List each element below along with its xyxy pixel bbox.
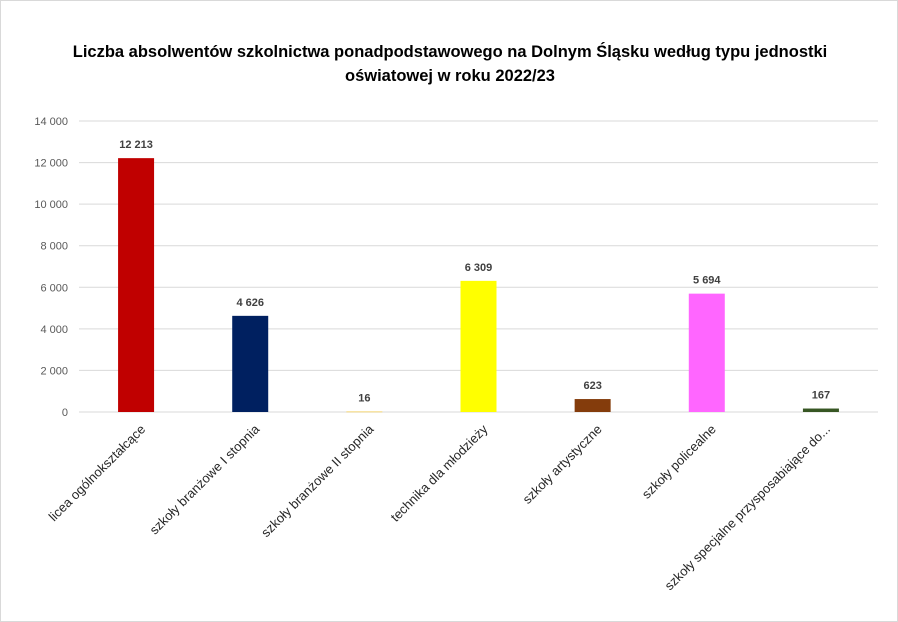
y-tick-label: 2 000: [40, 365, 68, 377]
x-tick-label: szkoły branżowe II stopnia: [258, 421, 377, 540]
y-tick-label: 12 000: [34, 158, 68, 170]
bar: [802, 408, 839, 412]
x-tick-label: licea ogólnokształcące: [46, 422, 149, 525]
bar: [118, 158, 155, 412]
data-label: 12 213: [119, 139, 153, 151]
data-label: 167: [812, 390, 830, 402]
bar: [688, 293, 725, 412]
data-label: 5 694: [693, 275, 721, 287]
y-tick-label: 6 000: [40, 282, 68, 294]
chart-title: Liczba absolwentów szkolnictwa ponadpods…: [72, 43, 828, 85]
data-label: 4 626: [236, 297, 264, 309]
bar: [232, 315, 269, 412]
data-label: 623: [583, 380, 601, 392]
x-tick-label: szkoły artystyczne: [520, 422, 605, 507]
bar: [346, 411, 383, 413]
y-tick-label: 0: [62, 407, 68, 419]
bar: [460, 280, 497, 412]
y-tick-label: 8 000: [40, 241, 68, 253]
y-tick-label: 10 000: [34, 199, 68, 211]
data-label: 16: [358, 393, 370, 405]
y-tick-label: 14 000: [34, 116, 68, 128]
y-tick-label: 4 000: [40, 324, 68, 336]
data-label: 6 309: [465, 262, 493, 274]
x-tick-label: szkoły branżowe I stopnia: [146, 421, 262, 537]
x-tick-label: technika dla młodzieży: [388, 421, 491, 524]
x-tick-label: szkoły policealne: [639, 422, 719, 502]
bar: [574, 399, 611, 412]
